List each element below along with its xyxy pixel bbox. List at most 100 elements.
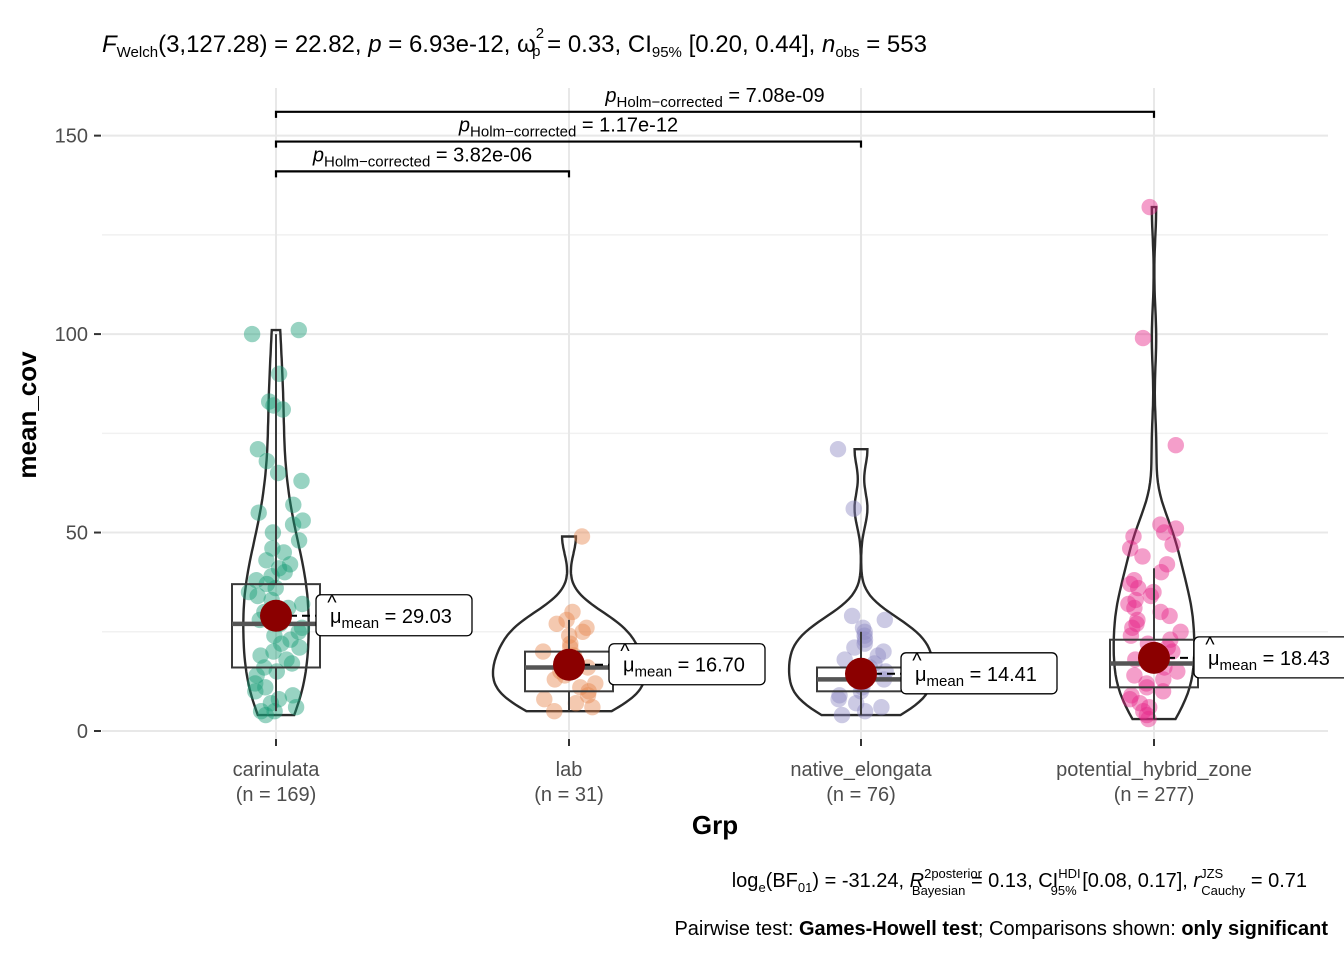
data-point bbox=[1121, 691, 1139, 708]
data-point bbox=[1131, 695, 1149, 712]
data-point bbox=[258, 552, 275, 569]
caption-r-sub: Cauchy bbox=[1201, 883, 1246, 898]
pairwise-label: pHolm−corrected = 3.82e-06 bbox=[312, 144, 532, 170]
mean-hat: ^ bbox=[912, 650, 922, 672]
subtitle-ci-sub: 95% bbox=[652, 44, 682, 61]
data-point bbox=[1154, 683, 1172, 700]
mean-symbol: μ bbox=[915, 664, 927, 686]
caption-r-value: = 0.71 bbox=[1245, 870, 1307, 892]
data-point bbox=[273, 635, 290, 652]
data-point bbox=[284, 516, 302, 533]
mean-label-box bbox=[608, 643, 766, 686]
x-axis-title: Grp bbox=[692, 810, 738, 840]
data-point bbox=[1126, 599, 1143, 617]
data-point bbox=[1122, 540, 1139, 557]
subtitle-p-symbol: p bbox=[367, 31, 381, 58]
data-point bbox=[1123, 687, 1140, 704]
mean-label: μmean = 29.03 bbox=[330, 606, 452, 632]
data-point bbox=[1120, 595, 1137, 613]
data-point bbox=[536, 691, 553, 708]
caption-hdi-sub: 95% bbox=[1051, 883, 1077, 898]
mean-symbol: μ bbox=[330, 606, 342, 628]
data-point bbox=[278, 651, 295, 668]
pairwise-label: pHolm−corrected = 1.17e-12 bbox=[458, 115, 678, 141]
data-point bbox=[1124, 619, 1141, 636]
data-point bbox=[265, 397, 282, 414]
data-point bbox=[876, 611, 893, 629]
data-point bbox=[250, 504, 267, 521]
data-point bbox=[548, 615, 565, 632]
pairwise-value: = 7.08e-09 bbox=[723, 85, 825, 107]
data-point bbox=[285, 496, 302, 513]
subtitle-n-symbol: n bbox=[822, 31, 835, 58]
caption-test-name: Games-Howell test bbox=[799, 918, 978, 940]
subtitle-effect: = 0.33, CI bbox=[540, 31, 651, 58]
caption-log-sub: e bbox=[758, 880, 765, 895]
data-point bbox=[262, 695, 280, 712]
violin-layer bbox=[242, 205, 1196, 721]
caption-r2-sub: Bayesian bbox=[912, 883, 965, 898]
mean-hat: ^ bbox=[1205, 634, 1215, 656]
data-point bbox=[287, 699, 305, 716]
caption-bf: (BF bbox=[766, 870, 798, 892]
data-point bbox=[578, 619, 595, 636]
violin-native_elongata bbox=[787, 448, 935, 717]
pairwise-p-symbol: p bbox=[458, 115, 470, 137]
caption-hdi-sup: HDI bbox=[1058, 866, 1080, 881]
caption-pairwise: Pairwise test: Games-Howell test; Compar… bbox=[674, 918, 1328, 940]
data-point bbox=[1158, 556, 1176, 573]
data-point bbox=[1140, 710, 1157, 728]
data-point bbox=[290, 321, 307, 339]
data-point bbox=[1167, 437, 1185, 454]
data-point bbox=[283, 655, 301, 672]
data-point bbox=[1122, 627, 1140, 644]
data-point bbox=[265, 643, 282, 660]
mean-subscript: mean bbox=[1220, 657, 1258, 674]
caption-log: log bbox=[732, 870, 759, 892]
data-point bbox=[1122, 575, 1139, 593]
data-point bbox=[284, 687, 301, 704]
mean-point bbox=[845, 657, 877, 690]
x-count-label: (n = 76) bbox=[826, 784, 895, 806]
mean-value: = 29.03 bbox=[379, 606, 452, 628]
data-point bbox=[574, 623, 591, 640]
data-point bbox=[854, 619, 872, 636]
data-point bbox=[1155, 671, 1172, 688]
data-point bbox=[293, 472, 310, 490]
pairwise-bracket bbox=[274, 170, 571, 178]
mean-hat: ^ bbox=[620, 641, 630, 663]
data-point bbox=[243, 325, 261, 343]
data-point bbox=[1129, 611, 1146, 629]
data-point bbox=[830, 691, 847, 708]
data-point bbox=[274, 401, 291, 418]
x-tick-label: native_elongata bbox=[790, 759, 932, 781]
subtitle-effect-sup: 2 bbox=[536, 25, 544, 42]
data-point bbox=[546, 703, 563, 720]
mean-hat: ^ bbox=[327, 592, 337, 614]
data-point bbox=[1127, 591, 1144, 609]
data-point bbox=[290, 532, 308, 549]
data-point bbox=[291, 639, 308, 656]
pairwise-subscript: Holm−corrected bbox=[617, 94, 723, 111]
pairwise-subscript: Holm−corrected bbox=[470, 124, 576, 141]
data-point bbox=[584, 699, 601, 716]
pairwise-value: = 1.17e-12 bbox=[576, 115, 678, 137]
data-point bbox=[1128, 615, 1145, 632]
mean-label-box bbox=[1193, 636, 1344, 679]
mean-value: = 18.43 bbox=[1257, 648, 1330, 670]
pairwise-subscript: Holm−corrected bbox=[324, 153, 430, 170]
data-point bbox=[1161, 607, 1178, 625]
caption-bf-sub: 01 bbox=[798, 880, 812, 895]
mean-point bbox=[1138, 641, 1170, 674]
data-point bbox=[264, 524, 282, 541]
subtitle-n-sub: obs bbox=[835, 44, 859, 61]
data-point bbox=[290, 623, 307, 640]
data-point bbox=[1135, 703, 1152, 720]
mean-label-box bbox=[900, 652, 1058, 695]
y-axis-title: mean_cov bbox=[12, 351, 42, 479]
mean-label: μmean = 18.43 bbox=[1208, 648, 1330, 674]
caption-r2-value: = 0.13, CI bbox=[965, 870, 1058, 892]
y-tick-label: 100 bbox=[55, 324, 88, 346]
data-point bbox=[1156, 524, 1173, 541]
data-point bbox=[282, 631, 299, 648]
